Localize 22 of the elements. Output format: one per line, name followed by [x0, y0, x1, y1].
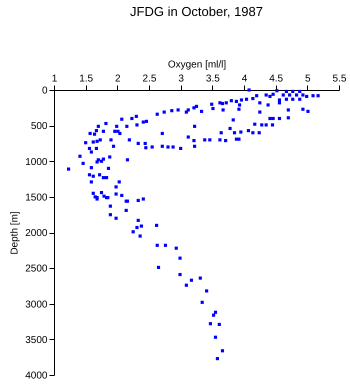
y-tick-label: 2000	[25, 228, 48, 239]
x-tick-label: 4	[242, 74, 248, 84]
x-tick-label: 5.5	[332, 74, 347, 84]
x-tick-label: 3	[178, 74, 184, 84]
x-tick-label: 5	[305, 74, 312, 84]
y-tick-label: 3000	[25, 299, 48, 310]
y-tick-label: 3500	[25, 334, 48, 346]
y-tick-label: 4000	[25, 370, 48, 382]
chart-title: JFDG in October, 1987	[130, 4, 263, 19]
x-tick-label: 1	[52, 74, 58, 84]
y-axis-title: Depth [m]	[9, 211, 20, 255]
x-tick-label: 4.5	[269, 74, 284, 84]
y-tick-label: 2500	[25, 264, 48, 275]
x-tick-label: 2.5	[142, 74, 157, 84]
x-axis-title: Oxygen [ml/l]	[168, 60, 226, 70]
x-tick-label: 2	[115, 74, 122, 84]
y-tick-label: 1500	[25, 192, 48, 204]
y-tick-label: 1000	[25, 156, 48, 168]
x-tick-label: 3.5	[206, 74, 220, 84]
y-tick-label: 500	[30, 121, 48, 132]
y-tick-label: 0	[42, 86, 48, 96]
x-tick-label: 1.5	[79, 74, 94, 84]
